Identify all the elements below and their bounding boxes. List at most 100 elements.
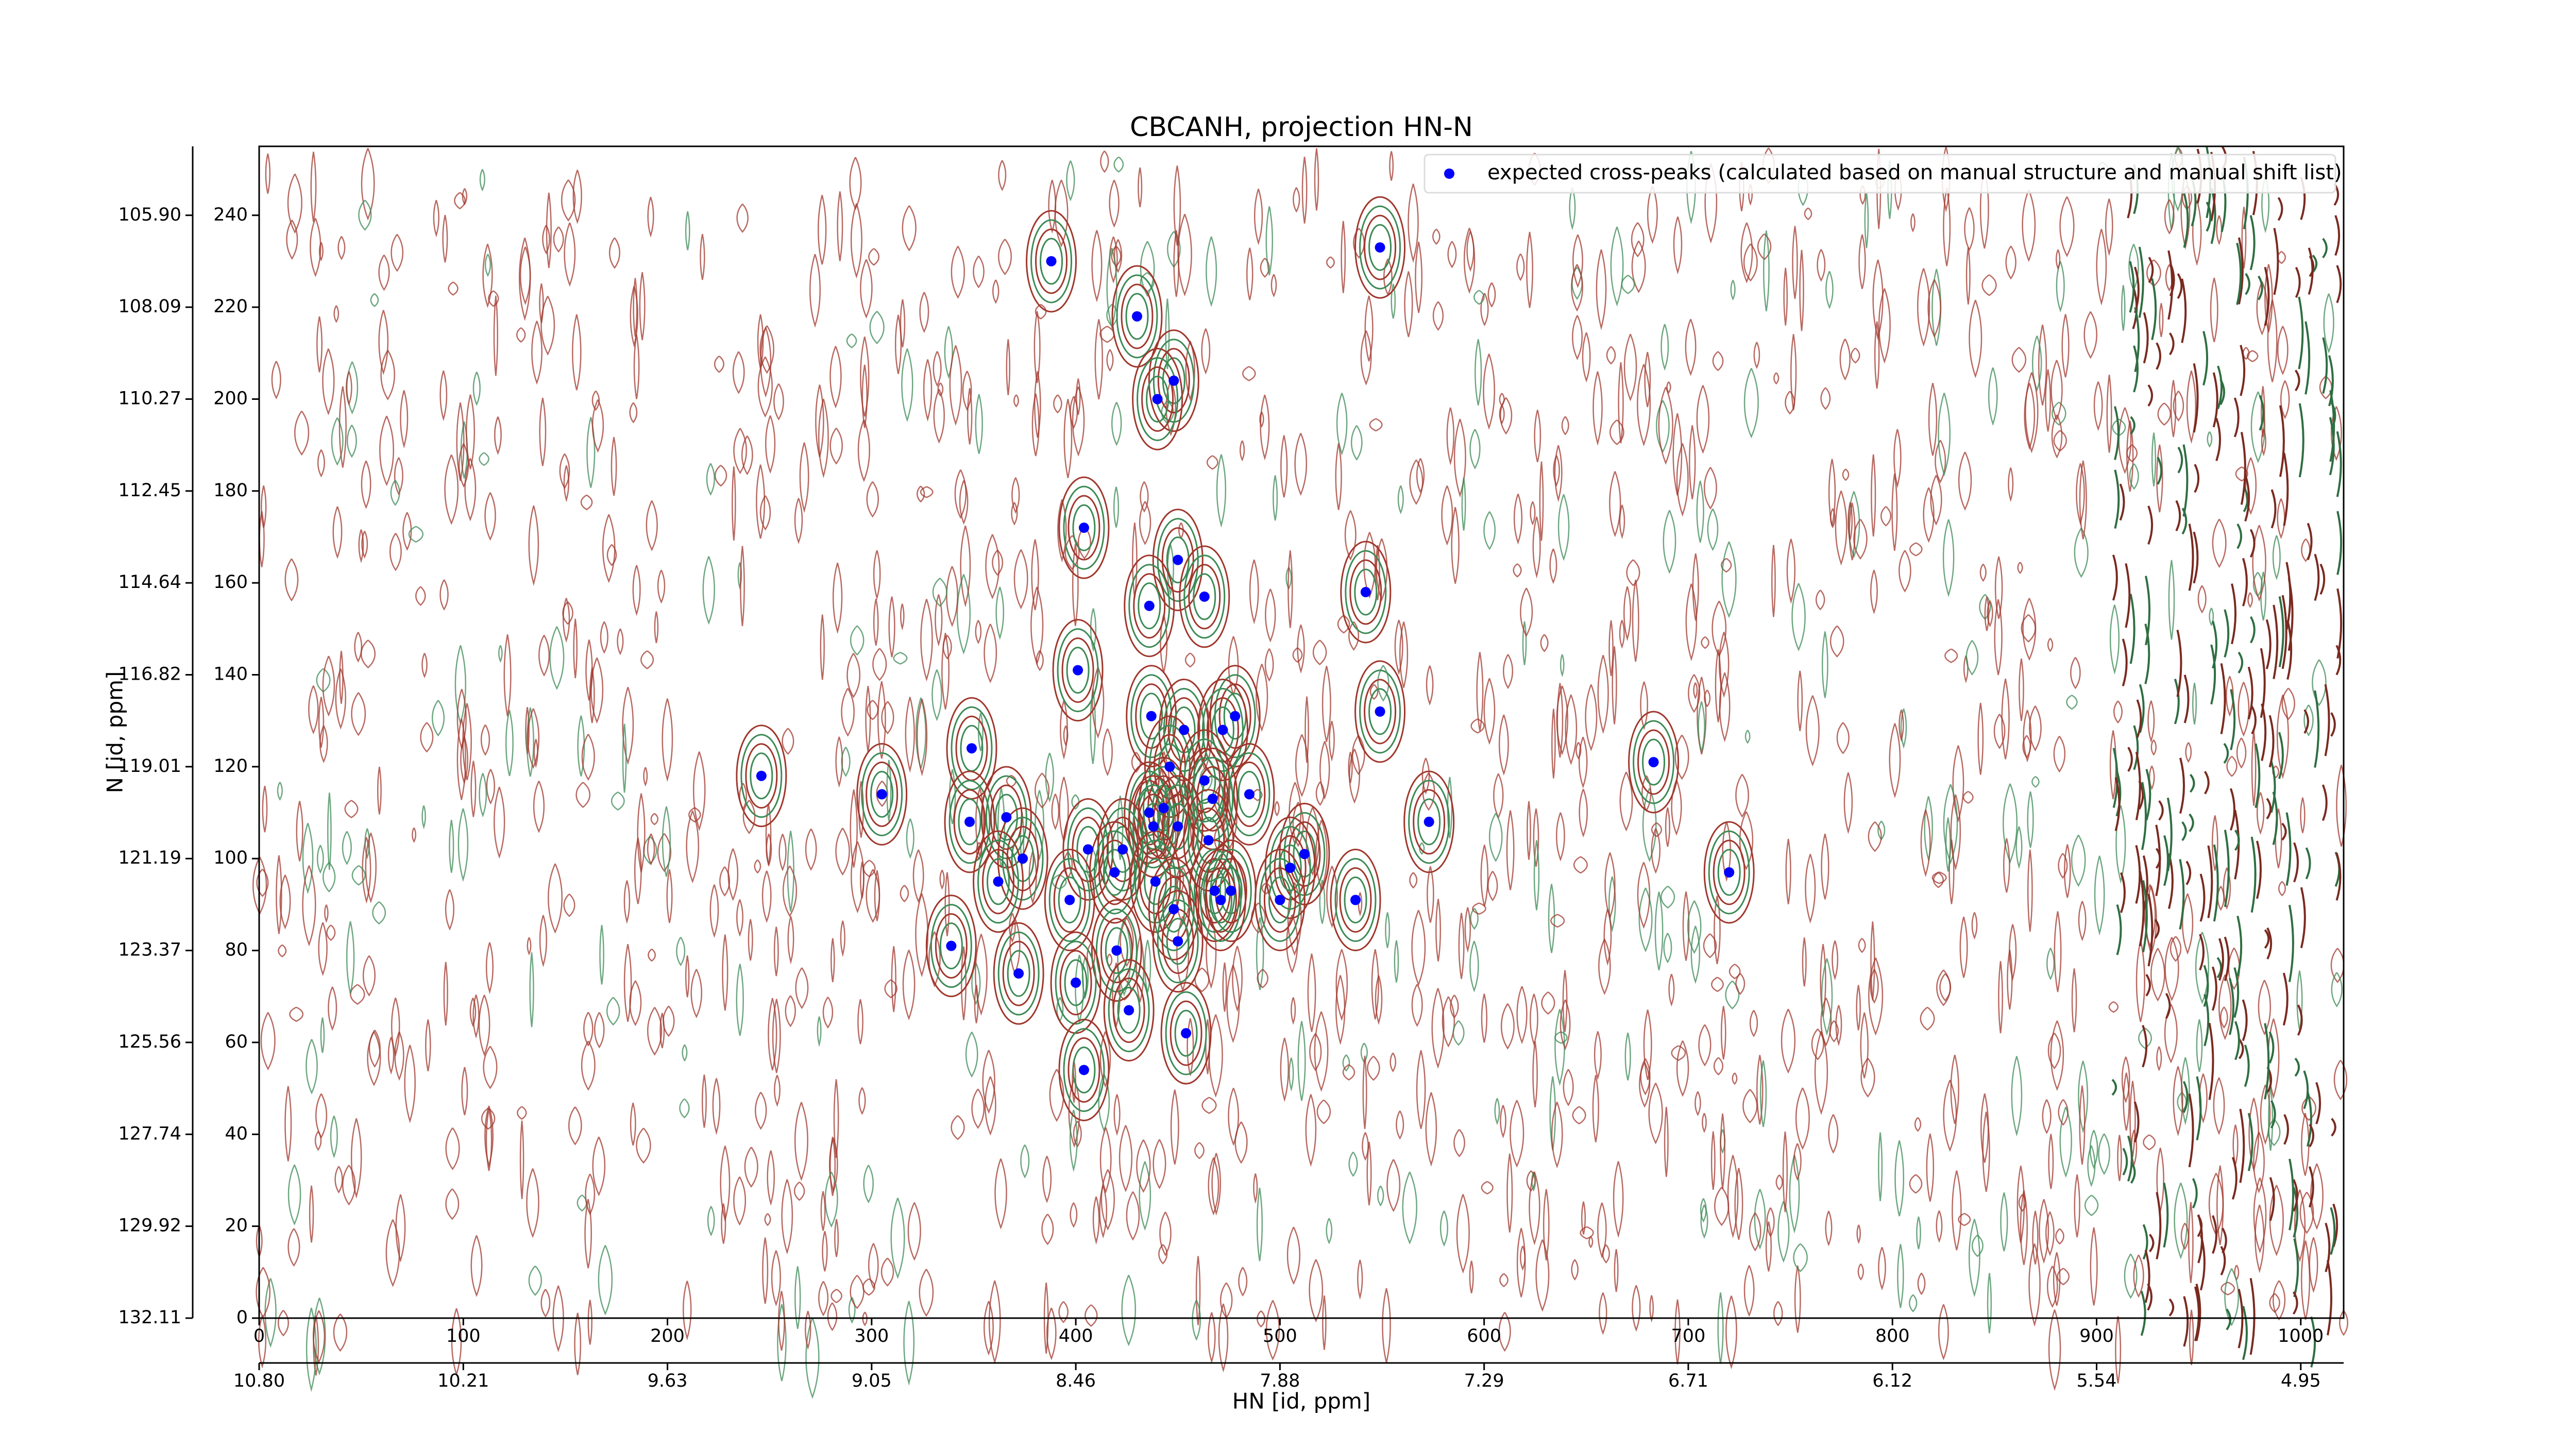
contour (2331, 1118, 2336, 1137)
contour (2315, 1082, 2321, 1124)
contour (322, 348, 335, 415)
point (1299, 849, 1310, 860)
contour (1573, 856, 1588, 874)
point (1078, 1065, 1089, 1075)
peak-contour (1340, 541, 1392, 644)
contour (2183, 1296, 2189, 1347)
contour (2212, 620, 2218, 669)
contour (2186, 370, 2197, 444)
contour (2293, 1238, 2299, 1298)
contour (2126, 420, 2134, 492)
contour (1100, 150, 1109, 173)
contour (2238, 651, 2244, 674)
contour (700, 233, 705, 280)
contour (1540, 634, 1549, 652)
contour (1419, 842, 1425, 855)
contour (1889, 723, 1901, 799)
contour (260, 1012, 276, 1071)
contour (639, 272, 646, 341)
peak-contour (1133, 573, 1166, 639)
point (1173, 821, 1183, 832)
contour (2154, 919, 2160, 939)
contour (862, 1311, 868, 1326)
contour (287, 1164, 301, 1226)
peak-contour (1345, 550, 1387, 634)
contour (479, 169, 485, 192)
contour (2226, 1308, 2232, 1330)
contour (688, 807, 701, 823)
x-axis-label: HN [id, ppm] (1232, 1389, 1370, 1414)
contour (647, 196, 654, 238)
point (1071, 978, 1081, 988)
peak-contour (1002, 940, 1035, 1006)
contour (256, 1267, 270, 1319)
peak-contour (1161, 527, 1194, 593)
peak-contour (1100, 918, 1133, 984)
contour (2145, 769, 2151, 821)
contour (2109, 604, 2120, 675)
point (1150, 876, 1161, 887)
contour (890, 1198, 905, 1279)
contour (2236, 243, 2242, 305)
contour (1348, 751, 1353, 783)
contour (2259, 395, 2265, 431)
contour (2207, 431, 2213, 448)
contour (2117, 1135, 2122, 1182)
contour (2135, 845, 2141, 904)
contour (1728, 964, 1741, 980)
contour (761, 870, 772, 923)
contour (1057, 499, 1067, 563)
y-tick-label: 160 (213, 572, 248, 593)
contour (900, 603, 905, 631)
contour (827, 1302, 838, 1332)
contour (462, 188, 468, 206)
contour (1121, 1275, 1137, 1346)
contour (794, 1102, 808, 1182)
contour (1878, 288, 1891, 364)
contour (1011, 477, 1020, 514)
contour (1609, 471, 1621, 537)
contour (526, 707, 534, 777)
contour (1565, 694, 1578, 765)
contour (2210, 188, 2216, 244)
contour (2217, 365, 2223, 410)
contour (637, 793, 646, 872)
contour (591, 390, 600, 411)
y2-tick-label: 132.11 (118, 1307, 181, 1328)
contour (1109, 236, 1118, 283)
peak-contour (745, 743, 778, 809)
contour (2181, 278, 2187, 343)
contour (721, 1203, 726, 1244)
contour (390, 480, 400, 506)
contour (1472, 902, 1486, 915)
contour (982, 1050, 995, 1114)
contour (1763, 230, 1770, 312)
contour (2273, 604, 2279, 679)
contour (2234, 830, 2240, 851)
contour (2121, 284, 2126, 331)
contour (1899, 550, 1911, 593)
contour (712, 1078, 721, 1135)
contour (2303, 1070, 2309, 1109)
contour (820, 1191, 826, 1231)
contour (1632, 579, 1639, 662)
contour (1791, 583, 1806, 652)
contour (1109, 179, 1120, 228)
contour (2058, 1099, 2069, 1126)
contour (1781, 1008, 1796, 1074)
contour (302, 822, 314, 895)
contour (2216, 957, 2223, 979)
contour (1660, 885, 1675, 909)
contour (2163, 835, 2169, 886)
point (1168, 904, 1179, 915)
x2-tick-label: 8.46 (1056, 1371, 1096, 1391)
peak-contour (994, 794, 1018, 841)
contour (1301, 157, 1308, 224)
contour (629, 402, 638, 424)
contour (1668, 973, 1675, 1007)
contour (1860, 1012, 1869, 1079)
peak-contour (1637, 729, 1670, 795)
contour (683, 1280, 692, 1341)
peak-contour (1052, 619, 1104, 722)
contour (2216, 215, 2223, 245)
